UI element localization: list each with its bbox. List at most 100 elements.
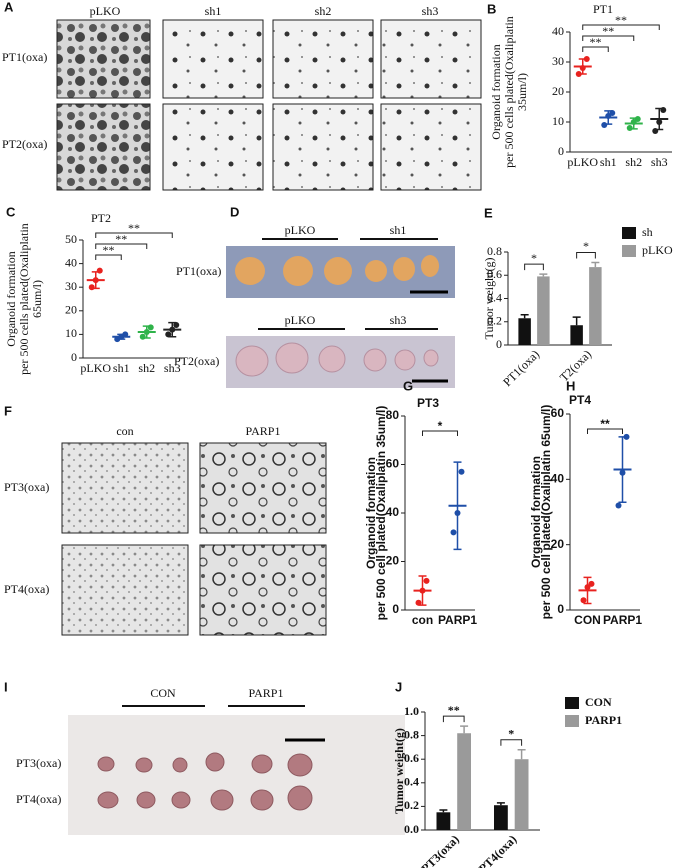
error-bar: [439, 809, 448, 813]
x-tick-label: sh1: [600, 155, 617, 169]
micrograph: [162, 103, 264, 191]
significance-label: **: [590, 35, 602, 49]
panel-letter: D: [230, 204, 239, 219]
group-label: CON: [150, 686, 176, 700]
column-label: PARP1: [246, 424, 281, 438]
data-point: [139, 333, 146, 340]
y-tick-label: 20: [386, 554, 400, 568]
data-point: [147, 324, 154, 331]
y-tick-label: 0.4: [487, 290, 502, 304]
data-point: [458, 468, 465, 475]
panel-letter: B: [487, 1, 496, 16]
column-label: sh1: [205, 4, 222, 18]
legend-swatch: [622, 227, 636, 239]
significance-bracket: [587, 428, 623, 434]
y-tick-label: 0: [558, 144, 564, 158]
y-tick-label: 0.8: [404, 727, 419, 741]
error-bar: [91, 271, 100, 290]
error-bar: [168, 321, 177, 338]
column-label: pLKO: [90, 4, 121, 18]
y-tick-label: 0: [496, 337, 502, 351]
data-point: [415, 599, 422, 606]
micrograph: [61, 442, 189, 534]
panel-letter: H: [566, 378, 575, 393]
bar: [457, 733, 471, 830]
error-bar: [618, 436, 627, 503]
row-label: PT3(oxa): [4, 480, 49, 494]
x-tick-label: T2(oxa): [557, 347, 594, 384]
y-tick-label: 0.2: [404, 798, 419, 812]
chart-title: PT4: [569, 393, 591, 407]
y-tick-label: 0.0: [404, 822, 419, 836]
tumors: [97, 752, 313, 811]
y-axis-label: Tumor weight(g): [482, 258, 496, 340]
micrograph: [61, 544, 189, 636]
significance-bracket: [95, 232, 173, 238]
y-tick-label: 0: [392, 602, 399, 616]
y-tick-label: 60: [386, 457, 400, 471]
significance-bracket: [524, 263, 544, 271]
y-tick-label: 1.0: [404, 704, 419, 718]
data-point: [580, 597, 587, 604]
significance-bracket: [500, 739, 523, 746]
y-axis-label: per 500 cell plated(Oxaliplatin 35um/l): [374, 406, 388, 621]
significance-bracket: [95, 254, 122, 260]
x-tick-label: sh3: [651, 155, 668, 169]
significance-label: *: [583, 239, 589, 253]
error-bar: [460, 725, 469, 734]
error-bar: [583, 576, 592, 605]
y-axis-label: Organoid formation: [4, 251, 18, 346]
row-label: PT2(oxa): [2, 137, 47, 151]
x-tick-label: PT3(oxa): [418, 832, 461, 868]
y-tick-label: 0.6: [404, 751, 419, 765]
y-tick-label: 80: [386, 408, 400, 422]
x-tick-label: con: [412, 613, 433, 627]
y-tick-label: 40: [551, 472, 565, 486]
bar: [589, 267, 602, 345]
group-label: sh3: [390, 313, 407, 327]
data-point: [423, 577, 430, 584]
x-tick-label: sh2: [138, 361, 155, 375]
y-axis-label: 35um/l): [515, 73, 529, 111]
column-label: con: [116, 424, 133, 438]
row-label: PT4(oxa): [16, 792, 61, 806]
data-point: [165, 331, 172, 338]
significance-bracket: [582, 35, 635, 41]
legend-label: sh: [642, 225, 653, 239]
y-tick-label: 30: [65, 279, 77, 293]
significance-label: **: [615, 13, 627, 27]
micrograph: [272, 103, 374, 191]
significance-bracket: [582, 24, 660, 30]
legend-swatch: [622, 245, 636, 257]
column-label: sh2: [315, 4, 332, 18]
significance-label: *: [438, 419, 443, 433]
error-bar: [572, 316, 581, 326]
legend-swatch: [565, 715, 579, 727]
error-bar: [578, 58, 587, 75]
legend-swatch: [565, 697, 579, 709]
bar: [494, 805, 508, 830]
tumors: [235, 255, 439, 286]
significance-label: *: [531, 251, 537, 265]
y-tick-label: 10: [65, 326, 77, 340]
tumors: [235, 342, 439, 377]
y-tick-label: 60: [551, 406, 565, 420]
y-tick-label: 50: [65, 232, 77, 246]
significance-label: **: [448, 703, 460, 717]
significance-label: *: [508, 727, 514, 741]
micrograph: [272, 19, 374, 99]
panel-letter: I: [4, 679, 8, 694]
error-bar: [591, 261, 600, 268]
x-tick-label: sh1: [113, 361, 130, 375]
y-axis-label: 65um/l): [30, 280, 44, 318]
error-bar: [604, 110, 613, 125]
group-label: PARP1: [249, 686, 284, 700]
panel-letter: F: [4, 403, 12, 418]
significance-bracket: [582, 46, 609, 52]
legend-label: pLKO: [642, 243, 673, 257]
error-bar: [453, 461, 462, 551]
significance-label: **: [128, 221, 140, 235]
x-tick-label: PARP1: [438, 613, 477, 627]
bar: [436, 812, 451, 830]
